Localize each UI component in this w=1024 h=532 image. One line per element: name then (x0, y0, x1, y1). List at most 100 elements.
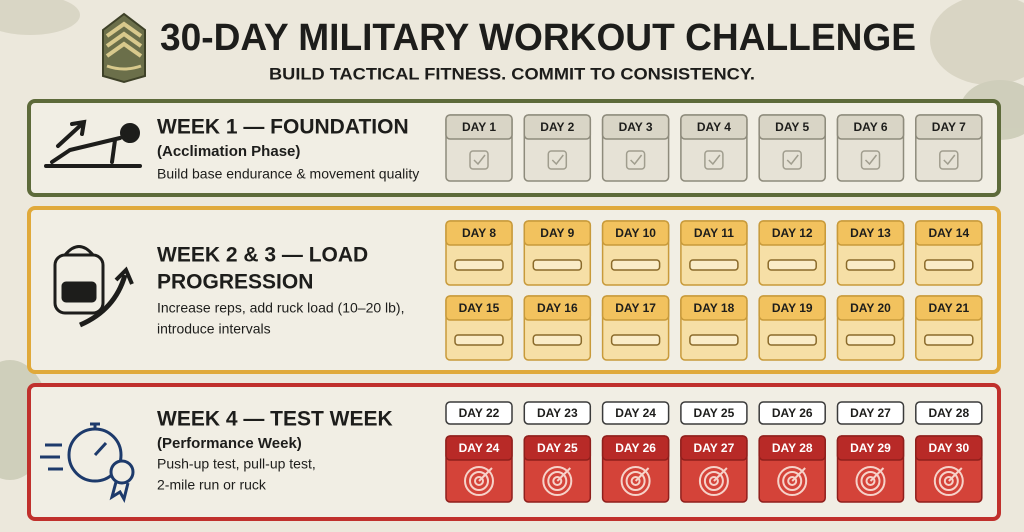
day-card: DAY 11 (680, 220, 748, 286)
card-header (445, 295, 513, 321)
day-label: DAY 27 (850, 406, 891, 420)
day-card: DAY 26 (601, 435, 670, 503)
card-header (680, 435, 748, 461)
pushup-icon (44, 119, 142, 168)
check (708, 154, 721, 166)
day-label: DAY 24 (615, 406, 656, 420)
day-card: DAY 13 (836, 220, 905, 286)
checkbox (939, 150, 959, 170)
checkbox (782, 150, 802, 170)
progress-bar (610, 259, 661, 271)
check (864, 154, 878, 166)
target-ring (708, 476, 719, 486)
day-card: DAY 8 (445, 220, 513, 286)
target-ring (938, 471, 959, 491)
section-description: 2-mile run or ruck (157, 477, 267, 493)
section-title: PROGRESSION (157, 271, 313, 294)
section-title: WEEK 4 — TEST WEEK (157, 408, 393, 431)
card-header (836, 435, 905, 461)
card-header (680, 114, 748, 140)
day-card: DAY 22 (445, 401, 513, 425)
day-card: DAY 3 (601, 114, 670, 182)
progress-bar (454, 259, 504, 271)
card-header (601, 114, 670, 140)
progress-bar (767, 259, 817, 271)
day-card: DAY 20 (836, 295, 905, 361)
day-card: DAY 25 (680, 401, 748, 425)
day-card: DAY 9 (523, 220, 592, 286)
target-arrow (791, 467, 806, 482)
day-card: DAY 17 (601, 295, 670, 361)
card-header (836, 295, 905, 321)
card-header (758, 220, 826, 246)
day-label: DAY 10 (615, 226, 656, 240)
day-label: DAY 17 (615, 301, 656, 315)
day-card: DAY 28 (915, 401, 983, 425)
progress-bar (454, 334, 504, 346)
target-arrow (869, 467, 885, 482)
card-header (523, 295, 592, 321)
target-ring (552, 476, 563, 486)
card-header (445, 220, 513, 246)
day-card: DAY 29 (836, 435, 905, 503)
target-ring (469, 471, 489, 491)
day-card: DAY 28 (758, 435, 826, 503)
target-ring (698, 466, 729, 496)
day-card: DAY 14 (915, 220, 983, 286)
checkbox (547, 150, 568, 170)
card-header (836, 114, 905, 140)
day-card: DAY 1 (445, 114, 513, 182)
week23-panel (27, 206, 1001, 374)
day-label: DAY 30 (928, 441, 969, 455)
day-label: DAY 25 (537, 441, 578, 455)
checkbox (860, 150, 881, 170)
card-header (836, 220, 905, 246)
title: 30-DAY MILITARY WORKOUT CHALLENGE (160, 17, 916, 59)
day-label: DAY 13 (850, 226, 891, 240)
check (551, 154, 564, 166)
card-header (915, 435, 983, 461)
card-header (915, 114, 983, 140)
target-arrow (634, 467, 650, 482)
checkbox (625, 150, 646, 170)
progress-bar (845, 334, 896, 346)
day-label: DAY 8 (462, 226, 496, 240)
day-label: DAY 22 (459, 406, 500, 420)
card-header (758, 435, 826, 461)
day-label: DAY 4 (697, 120, 731, 134)
card-body (836, 401, 905, 425)
day-label: DAY 19 (772, 301, 813, 315)
progress-bar (845, 259, 896, 271)
target-ring (464, 466, 494, 496)
day-card: DAY 10 (601, 220, 670, 286)
day-label: DAY 26 (615, 441, 656, 455)
target-ring (625, 471, 646, 491)
card-header (915, 295, 983, 321)
progress-bar (924, 259, 974, 271)
day-label: DAY 20 (850, 301, 891, 315)
card-header (445, 435, 513, 461)
check (786, 154, 799, 166)
card-header (915, 220, 983, 246)
card-header (601, 295, 670, 321)
progress-bar (689, 259, 739, 271)
day-card: DAY 23 (523, 401, 592, 425)
day-card: DAY 26 (758, 401, 826, 425)
day-label: DAY 28 (928, 406, 969, 420)
target-ring (620, 466, 651, 496)
section-phase: (Acclimation Phase) (157, 143, 300, 160)
progress-bar (610, 334, 661, 346)
target-arrow (713, 467, 728, 482)
day-card: DAY 7 (915, 114, 983, 182)
day-label: DAY 9 (540, 226, 574, 240)
progress-bar (532, 334, 583, 346)
day-label: DAY 23 (537, 406, 578, 420)
day-card: DAY 24 (601, 401, 670, 425)
card-header (758, 114, 826, 140)
card-body (445, 401, 513, 425)
card-body (758, 401, 826, 425)
day-card: DAY 21 (915, 295, 983, 361)
day-label: DAY 18 (694, 301, 735, 315)
card-body (680, 401, 748, 425)
